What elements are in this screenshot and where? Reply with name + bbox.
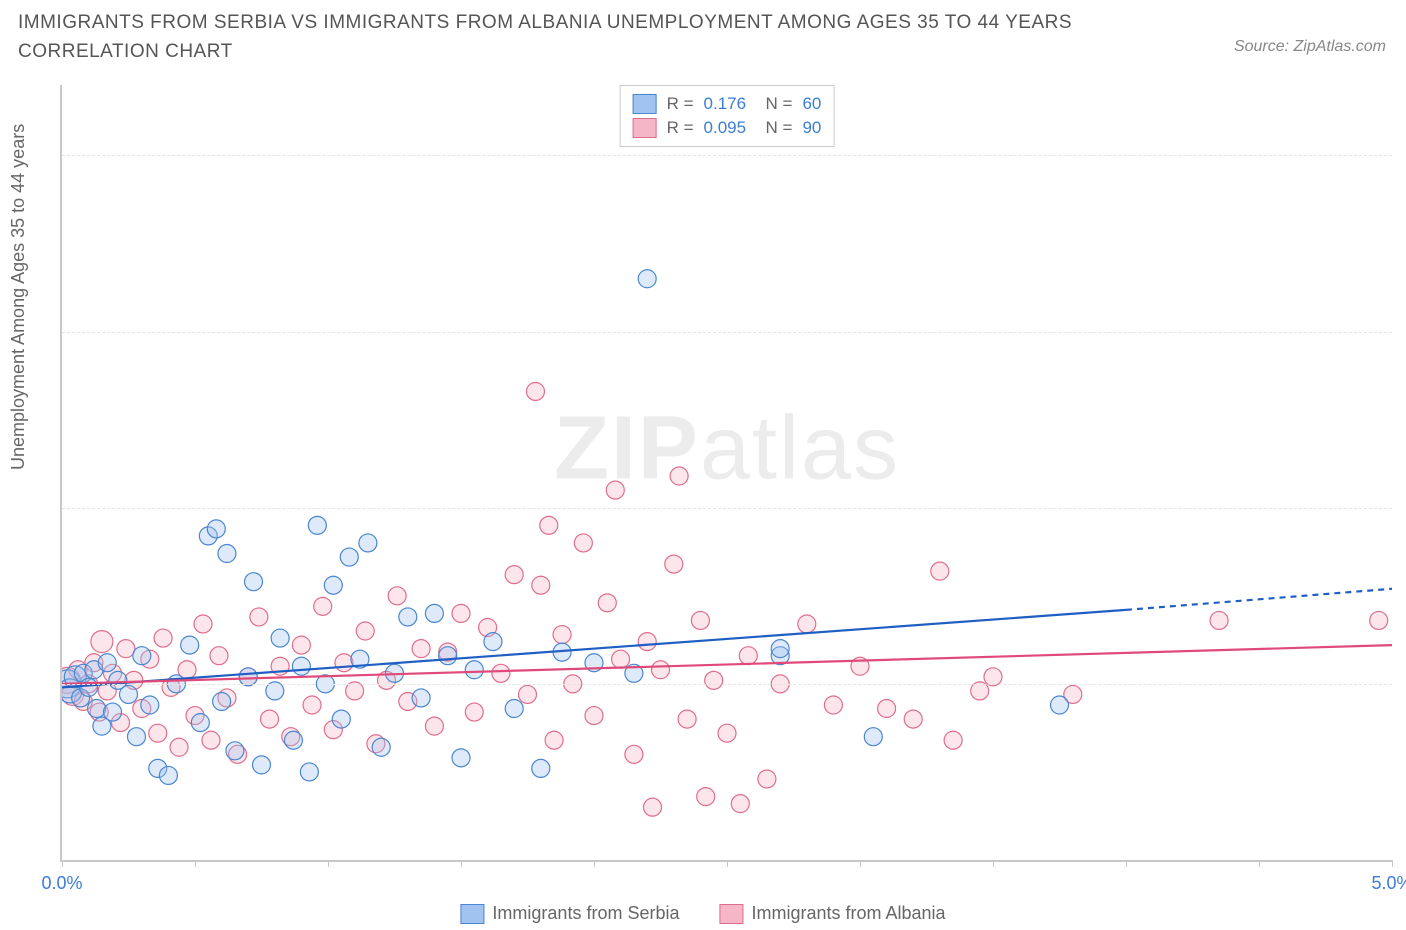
- x-tick-mark: [1392, 860, 1393, 867]
- x-tick-mark: [993, 860, 994, 867]
- x-tick-mark: [1259, 860, 1260, 867]
- x-tick-label: 5.0%: [1371, 873, 1406, 894]
- legend-swatch-serbia: [460, 904, 484, 924]
- x-tick-mark: [1126, 860, 1127, 867]
- x-tick-mark: [594, 860, 595, 867]
- gridline: [62, 508, 1392, 509]
- x-tick-mark: [860, 860, 861, 867]
- y-tick-label: 10.0%: [1399, 497, 1406, 518]
- x-tick-label: 0.0%: [41, 873, 82, 894]
- legend-stats: R = 0.176 N = 60 R = 0.095 N = 90: [620, 85, 835, 147]
- y-tick-label: 5.0%: [1399, 673, 1406, 694]
- plot-area: ZIPatlas R = 0.176 N = 60 R = 0.095 N = …: [60, 85, 1392, 862]
- scatter-svg: [62, 85, 1392, 860]
- gridline: [62, 684, 1392, 685]
- chart-title: IMMIGRANTS FROM SERBIA VS IMMIGRANTS FRO…: [18, 8, 1118, 67]
- legend-item-serbia: Immigrants from Serbia: [460, 903, 679, 924]
- x-tick-mark: [195, 860, 196, 867]
- legend-series: Immigrants from Serbia Immigrants from A…: [460, 903, 945, 924]
- x-tick-mark: [461, 860, 462, 867]
- x-tick-mark: [62, 860, 63, 867]
- y-tick-label: 15.0%: [1399, 321, 1406, 342]
- legend-stats-row: R = 0.176 N = 60: [633, 92, 822, 116]
- gridline: [62, 155, 1392, 156]
- legend-item-albania: Immigrants from Albania: [719, 903, 945, 924]
- legend-swatch-albania: [719, 904, 743, 924]
- y-axis-label: Unemployment Among Ages 35 to 44 years: [8, 124, 29, 470]
- chart-container: IMMIGRANTS FROM SERBIA VS IMMIGRANTS FRO…: [0, 0, 1406, 930]
- y-tick-label: 20.0%: [1399, 145, 1406, 166]
- gridline: [62, 332, 1392, 333]
- x-tick-mark: [727, 860, 728, 867]
- source-attribution: Source: ZipAtlas.com: [1234, 38, 1386, 56]
- legend-stats-row: R = 0.095 N = 90: [633, 116, 822, 140]
- x-tick-mark: [328, 860, 329, 867]
- legend-swatch-serbia: [633, 94, 657, 114]
- legend-swatch-albania: [633, 118, 657, 138]
- watermark: ZIPatlas: [554, 398, 900, 501]
